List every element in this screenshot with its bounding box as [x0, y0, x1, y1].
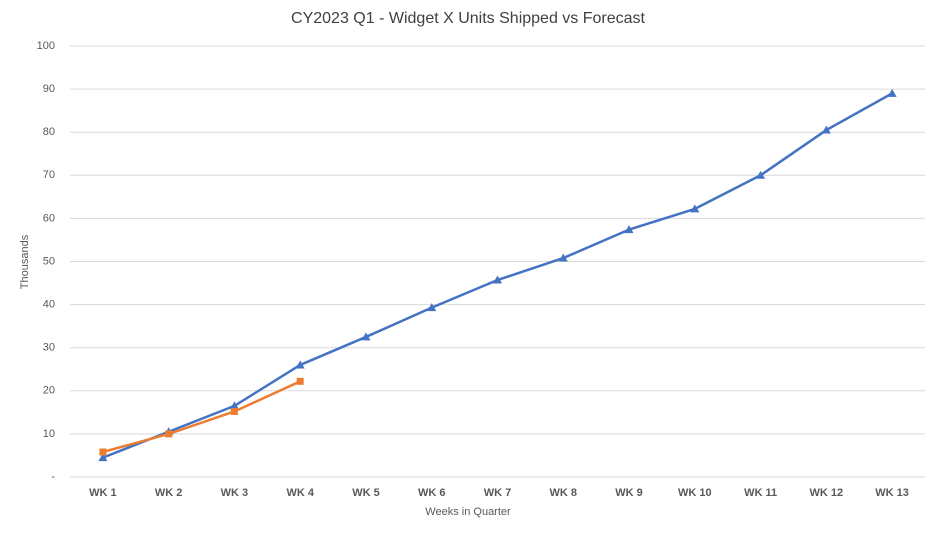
marker	[690, 204, 700, 213]
y-tick-label: 100	[37, 40, 55, 52]
y-axis-label: Thousands	[19, 234, 31, 289]
x-tick-label: WK 1	[89, 487, 117, 499]
marker	[295, 360, 305, 369]
x-tick-label: WK 8	[550, 487, 578, 499]
marker	[821, 125, 831, 134]
series-line	[102, 92, 893, 459]
marker	[165, 430, 173, 438]
y-tick-label: 80	[43, 126, 55, 138]
marker	[98, 453, 108, 462]
marker	[887, 88, 897, 97]
marker	[756, 170, 766, 179]
x-tick-label: WK 5	[352, 487, 380, 499]
chart-title: CY2023 Q1 - Widget X Units Shipped vs Fo…	[291, 10, 645, 27]
y-tick-label: -	[51, 471, 55, 483]
marker	[493, 275, 502, 284]
series-line	[102, 380, 301, 454]
y-tick-label: 10	[43, 428, 55, 440]
x-tick-label: WK 11	[744, 487, 777, 499]
marker	[99, 448, 107, 456]
y-tick-label: 90	[43, 83, 55, 95]
y-tick-label: 70	[43, 169, 55, 181]
marker	[230, 407, 238, 415]
x-tick-label: WK 12	[810, 487, 844, 499]
marker	[361, 332, 371, 341]
marker	[296, 377, 304, 385]
y-tick-label: 40	[43, 299, 55, 311]
y-tick-label: 60	[43, 212, 55, 224]
x-tick-label: WK 4	[286, 487, 314, 499]
x-tick-label: WK 9	[615, 487, 643, 499]
x-tick-label: WK 7	[484, 487, 512, 499]
x-tick-label: WK 2	[155, 487, 183, 499]
y-tick-label: 50	[43, 255, 55, 267]
marker	[229, 401, 239, 410]
x-tick-label: WK 6	[418, 487, 446, 499]
x-tick-label: WK 10	[678, 487, 712, 499]
y-tick-label: 30	[43, 342, 55, 354]
x-tick-label: WK 3	[221, 487, 249, 499]
marker	[427, 303, 437, 312]
marker	[624, 225, 634, 234]
y-tick-label: 20	[43, 385, 55, 397]
marker	[558, 253, 568, 262]
x-axis-label: Weeks in Quarter	[425, 506, 511, 518]
x-tick-label: WK 13	[875, 487, 909, 499]
